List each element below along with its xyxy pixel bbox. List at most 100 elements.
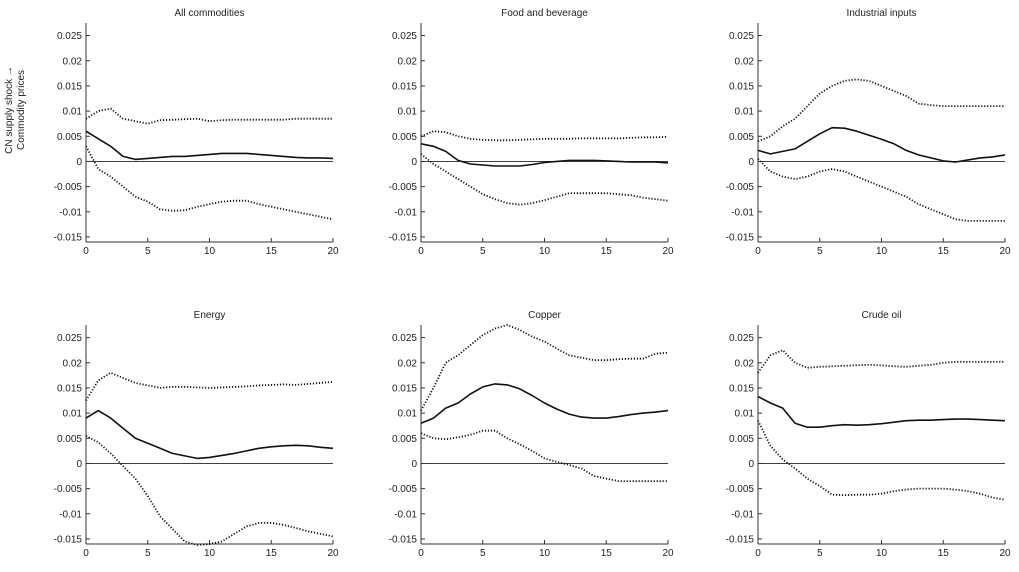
- x-tick-label: 5: [817, 548, 823, 559]
- y-tick-label: 0.005: [392, 132, 417, 143]
- y-tick-label: -0.005: [726, 484, 755, 495]
- confidence-band-line: [85, 107, 333, 125]
- impulse-response-line: [85, 130, 334, 161]
- x-tick-label: 15: [938, 246, 950, 257]
- y-tick-label: 0.025: [729, 31, 754, 42]
- x-tick-label: 15: [266, 548, 278, 559]
- y-tick-label: 0.01: [398, 409, 418, 420]
- x-tick-label: 10: [204, 246, 216, 257]
- x-tick-label: 20: [999, 548, 1011, 559]
- y-tick-label: 0: [411, 459, 417, 470]
- chart-title: Crude oil: [861, 310, 901, 321]
- confidence-band-line: [757, 420, 1006, 501]
- y-tick-label: -0.005: [54, 182, 83, 193]
- confidence-band-line: [420, 130, 669, 142]
- y-tick-label: -0.005: [54, 484, 83, 495]
- x-tick-label: 5: [480, 246, 486, 257]
- chart-title: Industrial inputs: [846, 8, 916, 19]
- confidence-band-line: [420, 324, 669, 412]
- x-tick-label: 15: [266, 246, 278, 257]
- y-tick-label: 0.025: [57, 31, 82, 42]
- y-tick-label: 0: [76, 157, 82, 168]
- x-tick-label: 20: [662, 548, 674, 559]
- x-tick-label: 20: [662, 246, 674, 257]
- x-tick-label: 10: [539, 548, 551, 559]
- y-tick-label: 0.015: [392, 81, 417, 92]
- y-tick-label: 0.025: [392, 31, 417, 42]
- impulse-response-line: [85, 409, 334, 460]
- y-tick-label: 0.005: [392, 434, 417, 445]
- y-tick-label: 0.01: [398, 107, 418, 118]
- x-tick-label: 0: [755, 246, 761, 257]
- x-tick-label: 10: [876, 548, 888, 559]
- y-tick-label: 0: [748, 459, 754, 470]
- x-tick-label: 10: [204, 548, 216, 559]
- chart-title: Food and beverage: [501, 8, 588, 19]
- y-tick-label: 0.005: [729, 132, 754, 143]
- confidence-band-line: [757, 78, 1005, 143]
- y-tick-label: 0.005: [57, 434, 82, 445]
- y-tick-label: 0.01: [63, 409, 83, 420]
- x-tick-label: 0: [83, 548, 89, 559]
- confidence-band-line: [757, 158, 1005, 222]
- confidence-band-line: [757, 349, 1005, 374]
- figure-ylabel-line-1: CN supply shock →: [4, 66, 15, 154]
- y-tick-label: -0.005: [389, 182, 418, 193]
- x-tick-label: 0: [418, 548, 424, 559]
- x-tick-label: 20: [327, 548, 339, 559]
- y-tick-label: -0.015: [54, 534, 83, 545]
- x-tick-label: 5: [817, 246, 823, 257]
- chart-title: Copper: [528, 310, 561, 321]
- chart-title: Energy: [194, 310, 226, 321]
- confidence-band-line: [420, 429, 668, 483]
- y-tick-label: -0.015: [389, 534, 418, 545]
- y-tick-label: -0.01: [59, 207, 82, 218]
- x-tick-label: 10: [876, 246, 888, 257]
- y-tick-label: -0.015: [726, 232, 755, 243]
- y-tick-label: 0.025: [729, 333, 754, 344]
- chart-panel-6: Crude oil -0.015 -0.01 -0.005 0 0.005 0.01 0.01…: [726, 310, 1011, 559]
- y-tick-label: 0.02: [63, 56, 83, 67]
- y-tick-label: -0.005: [726, 182, 755, 193]
- y-tick-label: -0.01: [394, 207, 417, 218]
- chart-panel-1: All commodities -0.015 -0.01 -0.005 0 0.005 0.…: [54, 8, 339, 257]
- y-tick-label: -0.01: [59, 509, 82, 520]
- y-tick-label: 0: [76, 459, 82, 470]
- y-tick-label: -0.015: [389, 232, 418, 243]
- y-tick-label: 0.02: [735, 56, 755, 67]
- chart-title: All commodities: [174, 8, 244, 19]
- x-tick-label: 5: [480, 548, 486, 559]
- y-tick-label: 0.01: [735, 409, 755, 420]
- y-tick-label: 0.02: [63, 358, 83, 369]
- y-tick-label: 0.02: [398, 56, 418, 67]
- figure-ylabel: CN supply shock → Commodity prices: [4, 66, 27, 154]
- chart-panels: All commodities-0.015-0.01-0.00500.0050.…: [54, 8, 1011, 559]
- y-tick-label: 0.02: [735, 358, 755, 369]
- impulse-response-line: [420, 383, 669, 424]
- y-tick-label: -0.015: [54, 232, 83, 243]
- chart-panel-5: Copper -0.015 -0.01 -0.005 0 0.005 0.01 0.015 0.…: [389, 310, 674, 559]
- y-tick-label: 0: [411, 157, 417, 168]
- y-tick-label: -0.015: [726, 534, 755, 545]
- chart-panel-2: Food and beverage -0.015 -0.01 -0.005 0 0.005…: [389, 8, 674, 257]
- y-tick-label: -0.005: [389, 484, 418, 495]
- y-tick-label: -0.01: [731, 207, 754, 218]
- x-tick-label: 5: [145, 548, 151, 559]
- y-tick-label: 0: [748, 157, 754, 168]
- y-tick-label: -0.01: [731, 509, 754, 520]
- x-tick-label: 20: [327, 246, 339, 257]
- y-tick-label: 0.01: [735, 107, 755, 118]
- x-tick-label: 0: [418, 246, 424, 257]
- y-tick-label: 0.005: [729, 434, 754, 445]
- y-tick-label: -0.01: [394, 509, 417, 520]
- y-tick-label: 0.015: [57, 81, 82, 92]
- y-tick-label: 0.015: [729, 81, 754, 92]
- x-tick-label: 5: [145, 246, 151, 257]
- y-tick-label: 0.015: [392, 383, 417, 394]
- confidence-band-line: [85, 435, 334, 546]
- x-tick-label: 15: [601, 548, 613, 559]
- y-tick-label: 0.015: [57, 383, 82, 394]
- y-tick-label: 0.015: [729, 383, 754, 394]
- confidence-band-line: [85, 145, 334, 221]
